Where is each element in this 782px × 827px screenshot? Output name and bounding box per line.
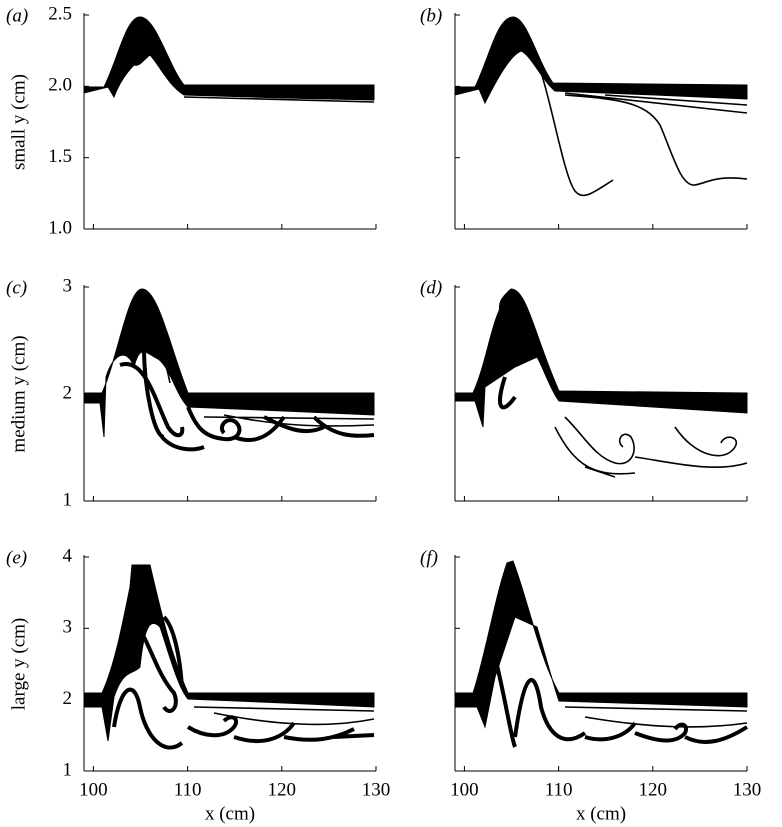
dye-sheet (83, 16, 375, 101)
y-tick-label: 1.0 (48, 217, 72, 238)
panel-label: (c) (6, 277, 27, 298)
x-tick-label: 120 (639, 779, 668, 800)
panel-label: (e) (6, 547, 27, 568)
dye-thread (534, 54, 748, 197)
panel-c-visual (83, 288, 375, 452)
panel-label: (d) (420, 277, 442, 298)
y-tick-label: 1 (63, 759, 73, 780)
x-axis-label: x (cm) (205, 803, 255, 824)
dye-thread (498, 334, 524, 410)
y-tick-label: 2.0 (48, 75, 72, 96)
panel-label: (a) (6, 5, 28, 26)
panel-a-visual (83, 16, 375, 103)
panel-b-visual (454, 16, 748, 197)
x-tick-label: 130 (733, 779, 762, 800)
y-tick-label: 3 (63, 275, 73, 296)
y-tick-label: 2.5 (48, 3, 72, 24)
y-tick-label: 4 (63, 545, 73, 566)
x-tick-label: 110 (545, 779, 573, 800)
x-tick-label: 100 (450, 779, 479, 800)
dye-thread (123, 318, 375, 427)
y-tick-label: 2 (63, 382, 73, 403)
y-tick-label: 1 (63, 489, 73, 510)
dye-thread (112, 615, 375, 750)
dye-thread (564, 706, 748, 728)
dye-thread (493, 656, 749, 748)
x-tick-label: 120 (268, 779, 297, 800)
panel-d-visual (454, 288, 748, 478)
dye-sheet (83, 288, 375, 438)
panel-label: (b) (420, 5, 442, 26)
dye-sheet (454, 560, 748, 729)
x-tick-label: 130 (362, 779, 391, 800)
panel-e-visual (83, 564, 375, 750)
dye-thread (554, 416, 748, 478)
dye-thread (119, 346, 375, 452)
y-axis-label: medium y (cm) (8, 335, 29, 452)
dye-sheet (454, 288, 748, 428)
y-tick-label: 3 (63, 617, 73, 638)
y-axis-label: small y (cm) (8, 74, 29, 170)
panel-label: (f) (420, 547, 438, 568)
y-axis-label: large y (cm) (8, 618, 29, 711)
panel-f-visual (454, 560, 749, 748)
x-axis-label: x (cm) (576, 803, 626, 824)
dye-sheet (454, 16, 748, 105)
y-tick-label: 2 (63, 688, 73, 709)
y-tick-label: 1.5 (48, 146, 72, 167)
dye-sheet (83, 564, 375, 742)
dye-thread (183, 93, 375, 103)
x-tick-label: 100 (79, 779, 108, 800)
x-tick-label: 110 (174, 779, 202, 800)
dye-thread (193, 706, 375, 726)
